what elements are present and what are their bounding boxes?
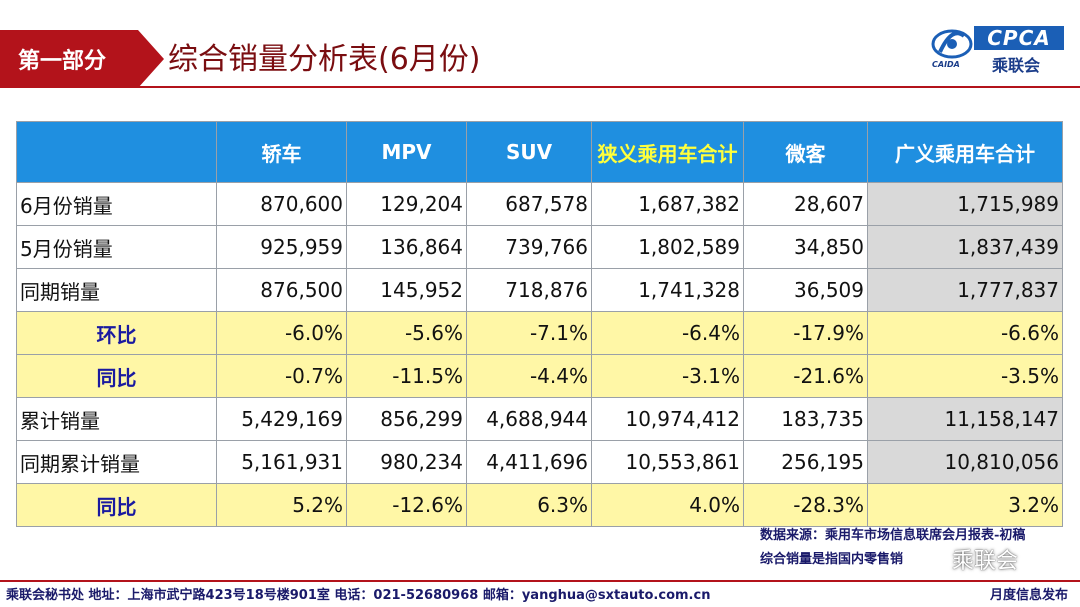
row-label: 6月份销量: [16, 182, 217, 226]
table-header-row: 轿车 MPV SUV 狭义乘用车合计 微客 广义乘用车合计: [16, 121, 1063, 183]
table-cell: 34,850: [743, 225, 868, 269]
table-cell: 10,553,861: [591, 440, 744, 484]
column-header: 微客: [743, 121, 868, 183]
row-label: 同期销量: [16, 268, 217, 312]
table-cell: -17.9%: [743, 311, 868, 355]
footer-contact: 乘联会秘书处 地址：上海市武宁路423号18号楼901室 电话：021-5268…: [6, 588, 711, 603]
table-cell: 28,607: [743, 182, 868, 226]
data-source-note: 数据来源：乘用车市场信息联席会月报表-初稿: [760, 528, 1026, 543]
table-cell: 980,234: [346, 440, 467, 484]
table-cell: 6.3%: [466, 483, 592, 527]
row-label: 环比: [16, 311, 217, 355]
row-label: 累计销量: [16, 397, 217, 441]
table-row: 同比 5.2% -12.6% 6.3% 4.0% -28.3% 3.2%: [16, 483, 1063, 527]
caida-emblem-icon: [931, 29, 973, 59]
column-header: 轿车: [216, 121, 347, 183]
table-cell: 1,741,328: [591, 268, 744, 312]
table-cell: 925,959: [216, 225, 347, 269]
wechat-watermark: 乘联会: [922, 543, 1018, 575]
table-row: 同期累计销量 5,161,931 980,234 4,411,696 10,553,86…: [16, 440, 1063, 484]
row-label: 同比: [16, 483, 217, 527]
table-cell: 1,715,989: [867, 182, 1063, 226]
table-cell: -6.4%: [591, 311, 744, 355]
table-cell: 10,810,056: [867, 440, 1063, 484]
table-cell: 256,195: [743, 440, 868, 484]
cpca-wordmark: CPCA: [974, 26, 1064, 50]
table-cell: -4.4%: [466, 354, 592, 398]
table-cell: 11,158,147: [867, 397, 1063, 441]
sales-table-wrap: 轿车 MPV SUV 狭义乘用车合计 微客 广义乘用车合计 6月份销量 870,6…: [16, 121, 1063, 527]
table-row: 6月份销量 870,600 129,204 687,578 1,687,382 28,60…: [16, 182, 1063, 226]
table-cell: 870,600: [216, 182, 347, 226]
table-cell: 4,411,696: [466, 440, 592, 484]
column-header: 广义乘用车合计: [867, 121, 1063, 183]
cpca-logo: CAIDA CPCA 乘联会: [930, 24, 1066, 75]
section-tab: 第一部分: [0, 30, 164, 88]
table-cell: -7.1%: [466, 311, 592, 355]
table-cell: 145,952: [346, 268, 467, 312]
table-cell: -5.6%: [346, 311, 467, 355]
column-header: [16, 121, 217, 183]
header-rule: [138, 86, 1080, 88]
table-row: 环比 -6.0% -5.6% -7.1% -6.4% -17.9% -6.6%: [16, 311, 1063, 355]
table-row: 累计销量 5,429,169 856,299 4,688,944 10,974,412 1…: [16, 397, 1063, 441]
table-row: 同期销量 876,500 145,952 718,876 1,741,328 36,509…: [16, 268, 1063, 312]
table-cell: -0.7%: [216, 354, 347, 398]
table-cell: 856,299: [346, 397, 467, 441]
footer-rule: [0, 580, 1080, 582]
column-header: SUV: [466, 121, 592, 183]
table-row: 5月份销量 925,959 136,864 739,766 1,802,589 34,85…: [16, 225, 1063, 269]
table-cell: 1,802,589: [591, 225, 744, 269]
table-cell: 5,161,931: [216, 440, 347, 484]
table-cell: 129,204: [346, 182, 467, 226]
definition-note: 综合销量是指国内零售销: [760, 552, 904, 567]
watermark-text: 乘联会: [952, 549, 1019, 574]
table-cell: 183,735: [743, 397, 868, 441]
table-cell: -3.5%: [867, 354, 1063, 398]
table-cell: 1,837,439: [867, 225, 1063, 269]
emblem-label: CAIDA: [932, 60, 960, 69]
table-cell: 876,500: [216, 268, 347, 312]
table-cell: 5,429,169: [216, 397, 347, 441]
page-title: 综合销量分析表(6月份): [168, 42, 481, 77]
table-cell: -11.5%: [346, 354, 467, 398]
section-label: 第一部分: [18, 49, 107, 74]
table-cell: 718,876: [466, 268, 592, 312]
table-cell: -28.3%: [743, 483, 868, 527]
table-cell: 36,509: [743, 268, 868, 312]
wechat-icon: [922, 549, 948, 568]
sales-table: 轿车 MPV SUV 狭义乘用车合计 微客 广义乘用车合计 6月份销量 870,6…: [16, 121, 1063, 527]
table-cell: 3.2%: [867, 483, 1063, 527]
table-cell: 687,578: [466, 182, 592, 226]
table-cell: -6.0%: [216, 311, 347, 355]
table-cell: 1,777,837: [867, 268, 1063, 312]
table-cell: 136,864: [346, 225, 467, 269]
table-cell: -12.6%: [346, 483, 467, 527]
table-cell: -21.6%: [743, 354, 868, 398]
column-header: 狭义乘用车合计: [591, 121, 744, 183]
footer-label: 月度信息发布: [989, 588, 1068, 603]
table-cell: 1,687,382: [591, 182, 744, 226]
row-label: 同期累计销量: [16, 440, 217, 484]
column-header: MPV: [346, 121, 467, 183]
row-label: 5月份销量: [16, 225, 217, 269]
row-label: 同比: [16, 354, 217, 398]
table-row: 同比 -0.7% -11.5% -4.4% -3.1% -21.6% -3.5%: [16, 354, 1063, 398]
table-cell: 739,766: [466, 225, 592, 269]
table-cell: -6.6%: [867, 311, 1063, 355]
table-cell: 10,974,412: [591, 397, 744, 441]
table-cell: 4.0%: [591, 483, 744, 527]
table-cell: -3.1%: [591, 354, 744, 398]
table-cell: 4,688,944: [466, 397, 592, 441]
cpca-name-cn: 乘联会: [992, 56, 1041, 75]
table-cell: 5.2%: [216, 483, 347, 527]
